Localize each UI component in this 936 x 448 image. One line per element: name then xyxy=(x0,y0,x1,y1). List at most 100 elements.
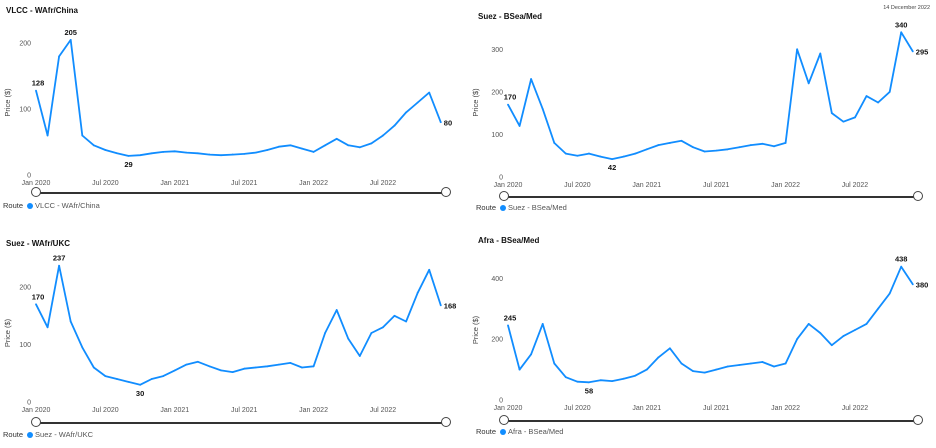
legend: Route Suez - WAfr/UKC xyxy=(3,430,93,439)
data-point xyxy=(911,50,914,53)
data-point xyxy=(507,324,509,327)
data-point xyxy=(173,369,176,372)
data-label: 380 xyxy=(916,280,929,289)
date-slider-track[interactable] xyxy=(36,192,446,194)
data-point xyxy=(358,355,361,357)
data-point xyxy=(564,152,567,155)
data-point xyxy=(254,151,257,154)
legend: Route Suez - BSea/Med xyxy=(476,203,567,212)
chart-panel-afra-bsea-med: Afra - BSea/Med 0 200 400 Jan 2020 Jul 2020 J… xyxy=(468,224,936,448)
x-tick-label: Jul 2022 xyxy=(370,407,397,414)
legend-item[interactable]: Suez - BSea/Med xyxy=(500,203,567,212)
series-line xyxy=(35,264,442,386)
data-point xyxy=(669,142,671,144)
data-point xyxy=(842,335,845,337)
data-point xyxy=(726,148,729,151)
data-point xyxy=(220,154,222,157)
data-point xyxy=(197,152,199,155)
data-point xyxy=(692,370,694,372)
x-tick-label: Jul 2020 xyxy=(92,407,119,414)
data-point xyxy=(888,90,891,93)
slider-end-handle[interactable] xyxy=(913,415,923,425)
data-point xyxy=(611,380,613,383)
x-tick-label: Jan 2022 xyxy=(771,405,800,412)
date-slider-track[interactable] xyxy=(504,420,918,422)
data-label: 340 xyxy=(895,20,908,29)
y-axis-label: Price ($) xyxy=(471,315,480,344)
data-point xyxy=(888,292,891,295)
x-tick-label: Jan 2020 xyxy=(494,182,523,189)
data-point xyxy=(347,144,350,147)
x-tick-label: Jul 2021 xyxy=(231,180,258,187)
data-point xyxy=(35,89,37,92)
y-tick-label: 400 xyxy=(491,276,503,283)
data-label: 80 xyxy=(444,118,452,127)
x-tick-label: Jan 2022 xyxy=(299,180,328,187)
legend-item[interactable]: Afra - BSea/Med xyxy=(500,427,563,436)
data-point xyxy=(807,323,810,325)
data-point xyxy=(139,383,141,386)
slider-end-handle[interactable] xyxy=(913,191,923,201)
y-tick-label: 200 xyxy=(491,89,503,96)
chart-panel-vlcc-wafr-china: VLCC - WAfr/China 0 100 200 Jan 2020 Jul 202… xyxy=(0,0,468,224)
data-point xyxy=(312,151,315,153)
x-tick-label: Jul 2022 xyxy=(370,180,397,187)
x-tick-label: Jul 2021 xyxy=(231,407,258,414)
slider-end-handle[interactable] xyxy=(441,417,451,427)
data-point xyxy=(877,307,879,310)
y-tick-label: 200 xyxy=(491,337,503,344)
data-point xyxy=(634,152,637,155)
date-slider-track[interactable] xyxy=(36,422,446,424)
x-tick-label: Jul 2020 xyxy=(564,182,591,189)
chart-panel-suez-wafr-ukc: Suez - WAfr/UKC 0 100 200 Jan 2020 Jul 2020 J… xyxy=(0,224,468,448)
slider-start-handle[interactable] xyxy=(31,187,41,197)
data-point xyxy=(428,91,431,94)
data-point xyxy=(645,148,648,151)
data-point xyxy=(69,320,72,323)
line-chart: 0 100 200 Jan 2020 Jul 2020 Jan 2021 Jul 2021 J… xyxy=(3,28,452,187)
legend-dot-icon xyxy=(27,202,34,209)
data-point xyxy=(553,362,556,365)
data-point xyxy=(382,326,384,329)
date-slider-track[interactable] xyxy=(504,196,918,198)
data-point xyxy=(854,329,856,331)
slider-start-handle[interactable] xyxy=(31,417,41,427)
slider-start-handle[interactable] xyxy=(499,415,509,425)
data-point xyxy=(92,366,95,369)
legend-item[interactable]: VLCC - WAfr/China xyxy=(27,201,100,210)
data-point xyxy=(576,154,579,157)
chart-title: Suez - WAfr/UKC xyxy=(6,239,70,248)
data-point xyxy=(657,144,660,146)
data-point xyxy=(773,365,775,368)
y-tick-label: 200 xyxy=(19,41,31,48)
series-line xyxy=(507,31,914,161)
data-point xyxy=(796,48,799,51)
y-tick-label: 200 xyxy=(19,285,31,292)
data-point xyxy=(162,151,165,153)
slider-end-handle[interactable] xyxy=(441,187,451,197)
legend-title: Route xyxy=(3,201,24,210)
legend-title: Route xyxy=(476,427,497,436)
data-point xyxy=(173,150,176,153)
data-point xyxy=(807,82,810,85)
report-date: 14 December 2022 xyxy=(883,5,930,11)
data-point xyxy=(104,375,107,378)
y-tick-label: 100 xyxy=(19,342,31,349)
data-point xyxy=(428,268,431,271)
data-point xyxy=(749,362,752,365)
data-label: 438 xyxy=(895,255,908,264)
data-point xyxy=(530,353,533,356)
data-point xyxy=(185,151,188,154)
data-label: 295 xyxy=(916,47,929,56)
data-point xyxy=(726,365,729,368)
y-tick-label: 0 xyxy=(27,400,31,407)
legend-item[interactable]: Suez - WAfr/UKC xyxy=(27,430,93,439)
data-point xyxy=(588,152,590,155)
data-label: 168 xyxy=(444,301,457,310)
x-tick-label: Jul 2020 xyxy=(564,405,591,412)
slider-start-handle[interactable] xyxy=(499,191,509,201)
data-point xyxy=(382,134,384,137)
data-point xyxy=(669,347,671,350)
x-tick-label: Jan 2022 xyxy=(771,182,800,189)
data-point xyxy=(416,101,419,104)
